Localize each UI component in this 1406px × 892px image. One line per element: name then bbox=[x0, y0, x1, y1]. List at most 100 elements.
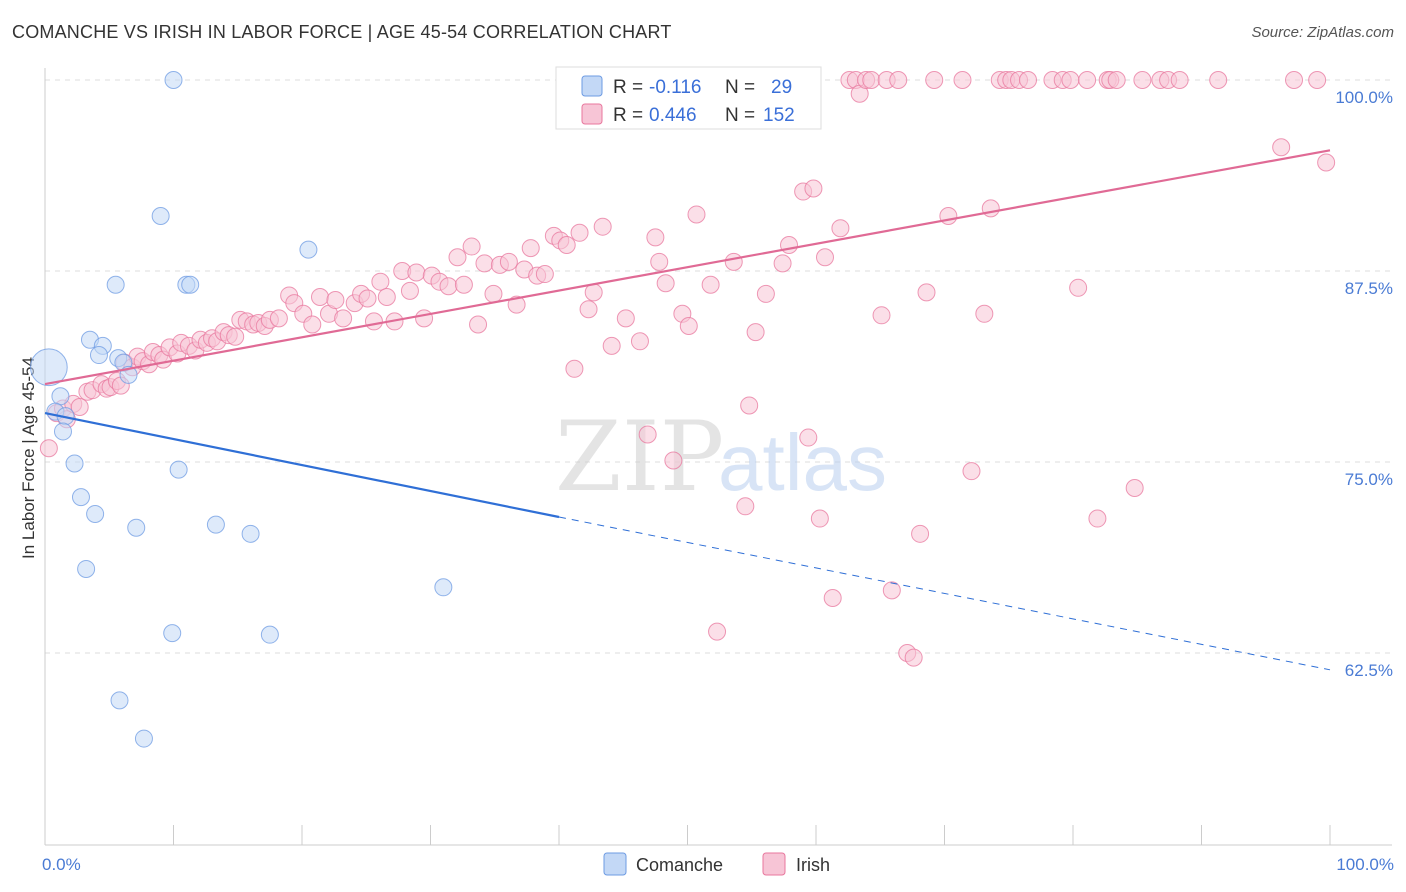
irish-point bbox=[448, 248, 467, 267]
irish-point bbox=[701, 275, 720, 294]
irish-swatch-stats bbox=[581, 103, 603, 125]
irish-point bbox=[664, 451, 683, 470]
irish-point bbox=[521, 239, 540, 258]
irish-point bbox=[981, 199, 1000, 218]
y-tick-label: 87.5% bbox=[1345, 279, 1393, 298]
irish-point bbox=[656, 274, 675, 293]
legend-comanche-swatch bbox=[603, 852, 627, 876]
comanche-point bbox=[164, 71, 183, 89]
irish-point bbox=[415, 309, 434, 328]
irish-point bbox=[1317, 153, 1336, 172]
irish-point bbox=[911, 524, 930, 543]
irish-point bbox=[650, 252, 669, 271]
y-tick-label: 75.0% bbox=[1345, 470, 1393, 489]
irish-point bbox=[740, 396, 759, 415]
irish-point bbox=[570, 223, 589, 242]
irish-point bbox=[454, 275, 473, 294]
irish-point bbox=[975, 304, 994, 323]
irish-point bbox=[799, 428, 818, 447]
watermark-zip: ZIP bbox=[555, 401, 724, 513]
legend: Comanche Irish bbox=[603, 852, 830, 876]
comanche-point bbox=[53, 422, 72, 441]
irish-point bbox=[736, 497, 755, 516]
irish-point bbox=[557, 236, 576, 255]
stats-box: R = -0.116 N = 29 R = 0.446 N = 152 bbox=[555, 66, 822, 130]
irish-point bbox=[358, 289, 377, 308]
irish-point bbox=[1078, 71, 1097, 89]
irish-point bbox=[70, 397, 89, 416]
y-axis-label: In Labor Force | Age 45-54 bbox=[19, 357, 38, 559]
irish-point bbox=[579, 300, 598, 319]
irish-point bbox=[377, 287, 396, 306]
irish-n-label: N = bbox=[725, 105, 755, 126]
irish-point bbox=[917, 283, 936, 302]
irish-point bbox=[469, 315, 488, 334]
irish-point bbox=[1107, 71, 1126, 89]
irish-point bbox=[939, 206, 958, 225]
irish-trend-line bbox=[44, 149, 1331, 386]
irish-point bbox=[889, 71, 908, 89]
irish-point bbox=[756, 284, 775, 303]
irish-point bbox=[646, 228, 665, 247]
x-tick-label-max: 100.0% bbox=[1336, 855, 1394, 874]
irish-point bbox=[872, 306, 891, 325]
comanche-swatch-stats bbox=[581, 75, 603, 97]
irish-point bbox=[804, 179, 823, 198]
comanche-point bbox=[241, 524, 260, 543]
irish-point bbox=[439, 277, 458, 296]
irish-point bbox=[371, 272, 390, 291]
comanche-point bbox=[299, 240, 318, 259]
irish-point bbox=[724, 252, 743, 271]
irish-point bbox=[226, 327, 245, 346]
irish-point bbox=[1272, 138, 1291, 157]
irish-point bbox=[484, 284, 503, 303]
irish-point bbox=[882, 581, 901, 600]
legend-irish-swatch bbox=[762, 852, 786, 876]
irish-point bbox=[1069, 278, 1088, 297]
legend-irish-label: Irish bbox=[796, 855, 830, 875]
x-tick-labels: 0.0% 100.0% bbox=[42, 855, 1394, 874]
y-tick-label: 62.5% bbox=[1345, 661, 1393, 680]
irish-point bbox=[364, 312, 383, 331]
irish-point bbox=[1133, 71, 1152, 89]
comanche-n-label: N = bbox=[725, 77, 755, 98]
irish-point bbox=[310, 287, 329, 306]
y-tick-label: 100.0% bbox=[1335, 88, 1393, 107]
irish-point bbox=[815, 248, 834, 267]
comanche-point bbox=[89, 346, 108, 365]
irish-point bbox=[475, 254, 494, 273]
irish-points bbox=[39, 71, 1336, 667]
irish-point bbox=[810, 509, 829, 528]
irish-point bbox=[616, 309, 635, 328]
comanche-points bbox=[29, 71, 453, 748]
irish-point bbox=[746, 323, 765, 342]
irish-point bbox=[962, 462, 981, 481]
comanche-point bbox=[169, 460, 188, 479]
irish-point bbox=[687, 205, 706, 224]
irish-n-value: 152 bbox=[763, 105, 795, 126]
chart-title: COMANCHE VS IRISH IN LABOR FORCE | AGE 4… bbox=[12, 22, 672, 42]
irish-r-label: R = bbox=[613, 105, 643, 126]
comanche-n-value: 29 bbox=[771, 77, 792, 98]
irish-point bbox=[535, 265, 554, 284]
gridlines bbox=[45, 79, 1392, 654]
comanche-r-label: R = bbox=[613, 77, 643, 98]
irish-point bbox=[679, 317, 698, 336]
trend-lines bbox=[44, 149, 1331, 671]
comanche-point bbox=[181, 275, 200, 294]
comanche-r-value: -0.116 bbox=[649, 77, 701, 98]
comanche-point bbox=[434, 578, 453, 597]
irish-point bbox=[862, 71, 881, 89]
irish-point bbox=[1285, 71, 1304, 89]
comanche-point bbox=[110, 691, 129, 710]
irish-point bbox=[953, 71, 972, 89]
comanche-point bbox=[106, 275, 125, 294]
comanche-point bbox=[206, 515, 225, 534]
irish-point bbox=[1125, 478, 1144, 497]
irish-point bbox=[773, 254, 792, 273]
comanche-point bbox=[163, 624, 182, 643]
irish-point bbox=[925, 71, 944, 89]
irish-point bbox=[407, 263, 426, 282]
comanche-point bbox=[29, 348, 68, 387]
